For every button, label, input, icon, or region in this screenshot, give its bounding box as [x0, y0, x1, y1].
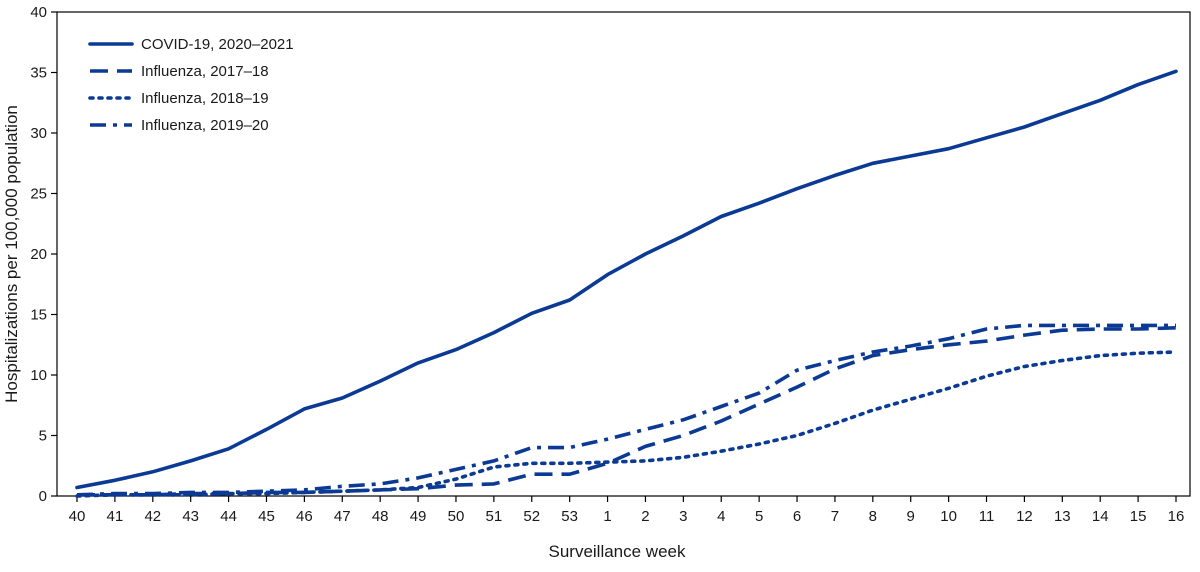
x-tick-label: 48: [372, 508, 389, 525]
x-tick-label: 5: [755, 508, 763, 525]
x-tick-label: 15: [1130, 508, 1147, 525]
legend: COVID-19, 2020–2021 Influenza, 2017–18 Inf…: [88, 36, 294, 134]
x-tick-label: 10: [940, 508, 957, 525]
x-tick-label: 43: [182, 508, 199, 525]
x-tick-label: 11: [979, 508, 995, 525]
y-tick-label: 20: [30, 246, 47, 263]
y-tick-label: 5: [39, 428, 47, 445]
series-line-1: [75, 69, 1178, 490]
x-tick-label: 49: [410, 508, 427, 525]
legend-label-2: Influenza, 2017–18: [141, 63, 269, 80]
x-tick-label: 8: [869, 508, 877, 525]
x-tick-label: 53: [561, 508, 578, 525]
x-tick-label: 41: [107, 508, 124, 525]
x-axis-title: Surveillance week: [548, 542, 686, 561]
y-axis-title: Hospitalizations per 100,000 population: [2, 105, 21, 403]
y-tick-label: 15: [30, 307, 47, 324]
x-tick-label: 3: [679, 508, 687, 525]
x-tick-label: 13: [1054, 508, 1071, 525]
x-tick-label: 50: [448, 508, 465, 525]
series-line-2: [77, 326, 1177, 497]
x-tick-label: 42: [144, 508, 161, 525]
x-tick-label: 14: [1092, 508, 1109, 525]
plot-area: [56, 11, 1191, 497]
x-tick-label: 1: [603, 508, 611, 525]
x-tick-label: 52: [523, 508, 540, 525]
y-tick-label: 35: [30, 65, 47, 82]
x-tick-label: 2: [641, 508, 649, 525]
x-tick-label: 40: [69, 508, 86, 525]
x-tick-label: 51: [486, 508, 503, 525]
legend-label-1: COVID-19, 2020–2021: [141, 36, 294, 53]
series-line-4: [76, 323, 1176, 497]
legend-label-4: Influenza, 2019–20: [141, 117, 269, 134]
x-tick-label: 12: [1016, 508, 1033, 525]
x-tick-label: 9: [907, 508, 915, 525]
x-tick-label: 4: [717, 508, 725, 525]
x-tick-label: 6: [793, 508, 801, 525]
plot-frame: [56, 11, 1191, 497]
x-tick-label: 44: [220, 508, 237, 525]
y-tick-label: 25: [30, 186, 47, 203]
y-tick-label: 10: [30, 367, 47, 384]
x-tick-label: 45: [258, 508, 275, 525]
y-tick-label: 30: [30, 125, 47, 142]
y-tick-label: 40: [30, 4, 47, 21]
series-layer: [75, 69, 1178, 498]
x-tick-label: 46: [296, 508, 313, 525]
series-line-3: [75, 350, 1178, 498]
y-tick-label: 0: [39, 488, 47, 505]
x-tick-label: 16: [1168, 508, 1185, 525]
x-tick-label: 7: [831, 508, 839, 525]
legend-label-3: Influenza, 2018–19: [141, 90, 269, 107]
y-axis: 0 5 10 15 20 25 30 35 40: [30, 4, 57, 505]
x-tick-label: 47: [334, 508, 351, 525]
x-axis: 40 41 42 43 44 45 46 47 48 49 50 51 52 53 1 2 3 4 5 6 7 8 9 10 1…: [69, 496, 1185, 525]
